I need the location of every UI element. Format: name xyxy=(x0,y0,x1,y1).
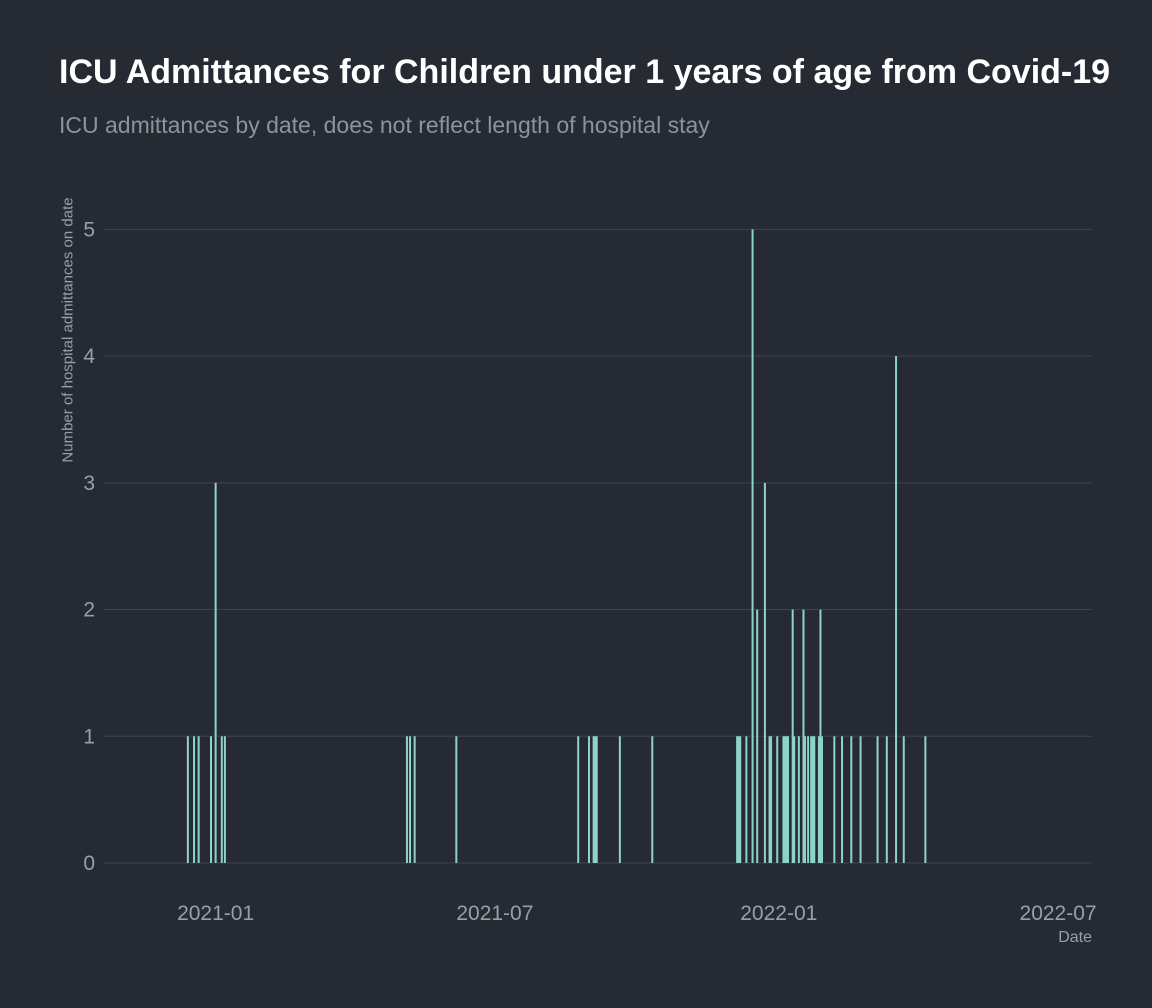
bar xyxy=(787,736,790,863)
bar xyxy=(813,736,816,863)
bar xyxy=(924,736,927,863)
bar xyxy=(783,736,786,863)
bar xyxy=(797,736,800,863)
bar xyxy=(776,736,779,863)
bar xyxy=(413,736,416,863)
bar xyxy=(409,736,412,863)
bar xyxy=(592,736,595,863)
bar xyxy=(745,736,748,863)
bar xyxy=(405,736,408,863)
y-tick-label: 0 xyxy=(83,852,95,875)
chart-title: ICU Admittances for Children under 1 yea… xyxy=(59,53,1111,91)
bar xyxy=(214,482,217,863)
bar xyxy=(737,736,740,863)
bar xyxy=(841,736,844,863)
bar xyxy=(618,736,621,863)
bar xyxy=(811,736,814,863)
bar xyxy=(850,736,853,863)
bar xyxy=(819,609,822,863)
bar xyxy=(756,609,759,863)
bar xyxy=(455,736,458,863)
bar xyxy=(791,609,794,863)
bar xyxy=(220,736,223,863)
bar xyxy=(817,736,820,863)
bar xyxy=(802,609,805,863)
bar xyxy=(859,736,862,863)
bar xyxy=(793,736,796,863)
bar xyxy=(810,736,813,863)
bar xyxy=(833,736,836,863)
y-tick-label: 4 xyxy=(83,345,95,368)
x-tick-label: 2021-07 xyxy=(456,902,533,925)
bar xyxy=(807,736,810,863)
bar xyxy=(763,482,766,863)
chart-subtitle: ICU admittances by date, does not reflec… xyxy=(59,112,710,138)
x-tick-label: 2022-07 xyxy=(1020,902,1097,925)
bar xyxy=(193,736,196,863)
bar xyxy=(186,736,189,863)
bar xyxy=(594,736,597,863)
bar xyxy=(782,736,785,863)
bar xyxy=(876,736,879,863)
bar xyxy=(885,736,888,863)
bar xyxy=(577,736,580,863)
bar xyxy=(595,736,598,863)
bar xyxy=(785,736,788,863)
bar xyxy=(770,736,773,863)
y-tick-label: 5 xyxy=(83,218,95,241)
bar xyxy=(820,736,823,863)
bar xyxy=(651,736,654,863)
bar xyxy=(804,736,807,863)
bar xyxy=(223,736,226,863)
bar xyxy=(210,736,213,863)
y-tick-label: 1 xyxy=(83,725,95,748)
bar xyxy=(197,736,200,863)
bar xyxy=(768,736,771,863)
bar xyxy=(588,736,591,863)
x-axis-label: Date xyxy=(1058,929,1092,946)
bar xyxy=(751,229,754,864)
bar xyxy=(739,736,742,863)
x-tick-label: 2021-01 xyxy=(177,902,254,925)
x-tick-label: 2022-01 xyxy=(740,902,817,925)
bar xyxy=(736,736,739,863)
y-tick-label: 2 xyxy=(83,599,95,622)
bar xyxy=(895,356,898,863)
y-tick-label: 3 xyxy=(83,472,95,495)
bar xyxy=(902,736,905,863)
